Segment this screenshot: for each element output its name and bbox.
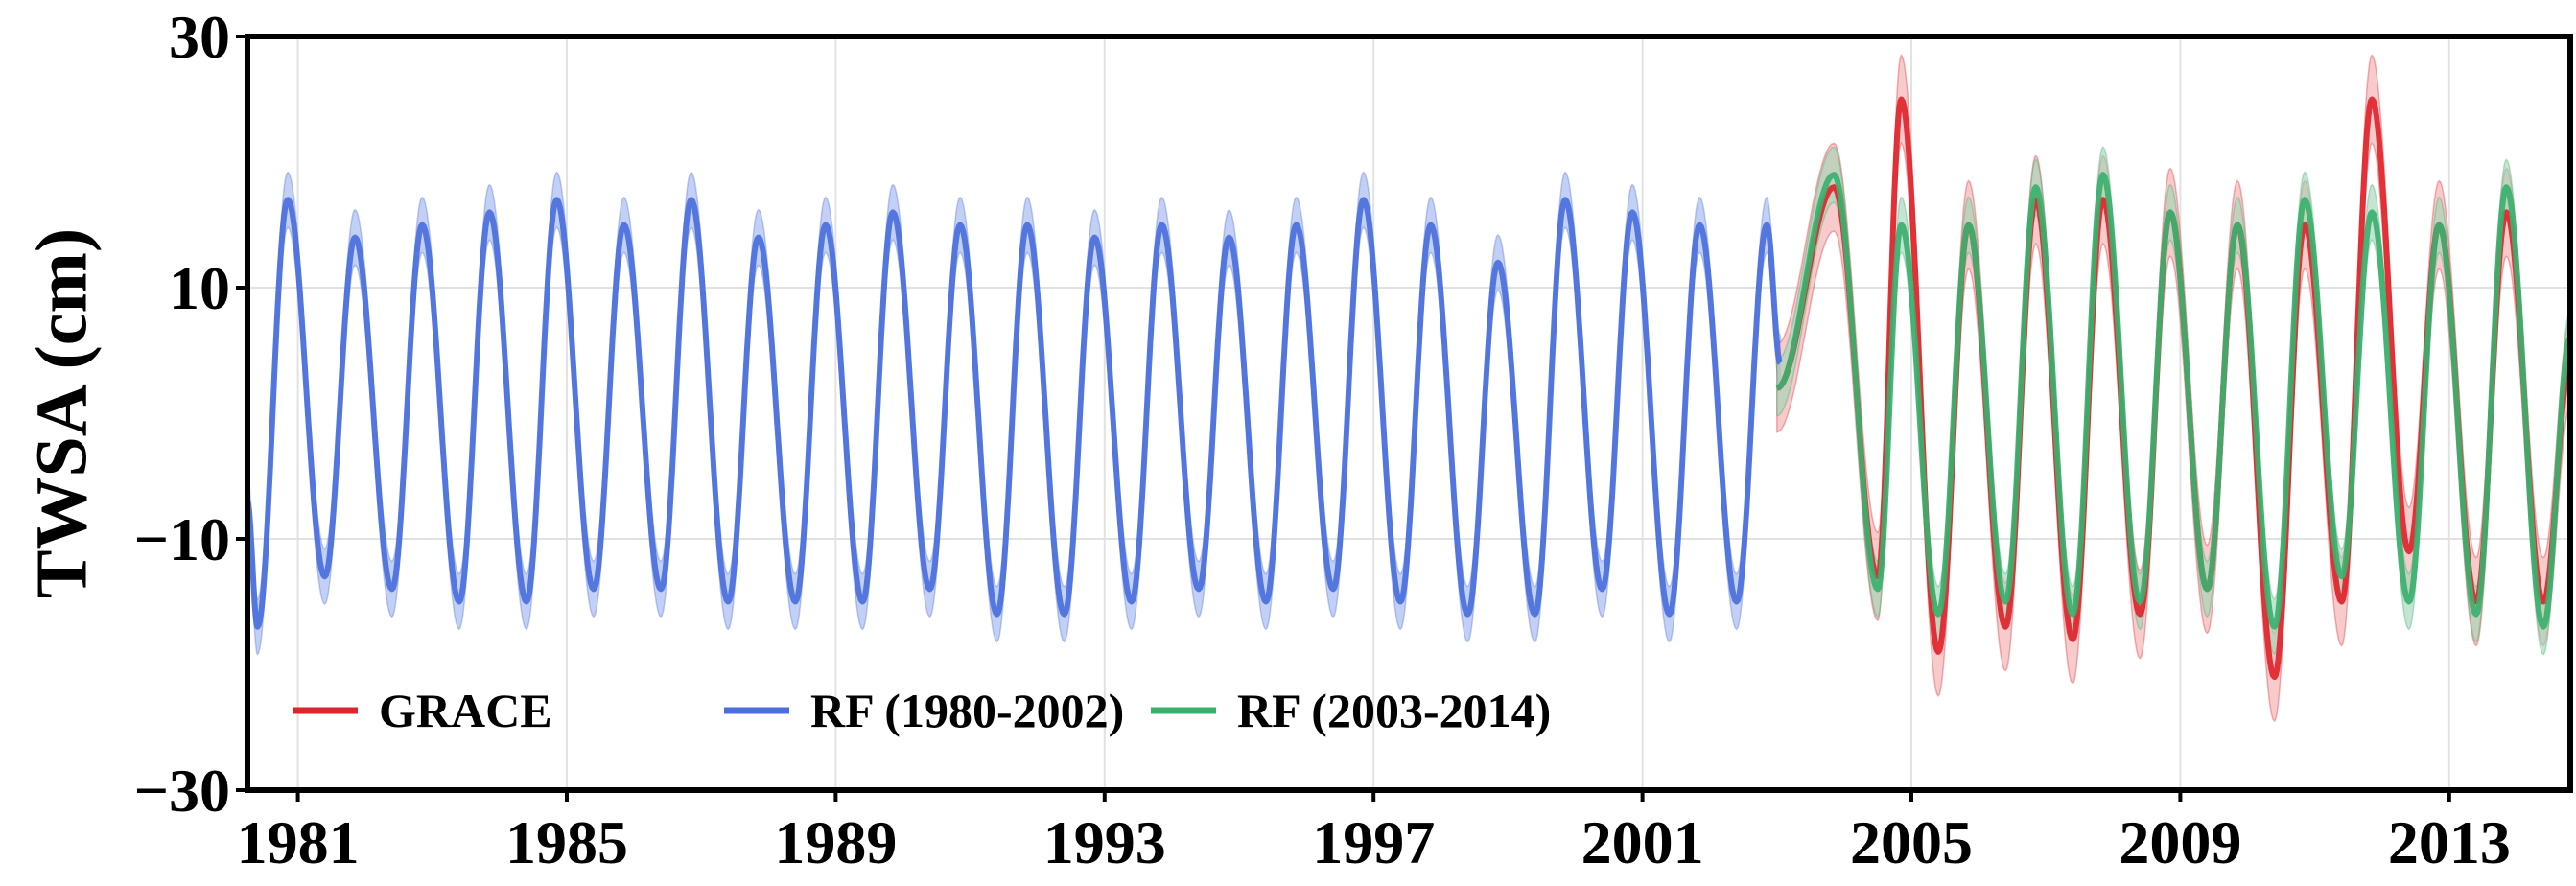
legend-label: RF (2003-2014) <box>1237 684 1551 737</box>
legend: GRACE RF (1980-2002) RF (2003-2014) <box>293 684 1551 737</box>
x-tick-label: 1993 <box>1043 808 1166 876</box>
y-tick-label: −30 <box>134 757 230 825</box>
x-tick-label: 1985 <box>505 808 628 876</box>
x-tick-label: 1981 <box>237 808 360 876</box>
plot-frame <box>245 34 2573 793</box>
y-tick-label: −10 <box>134 505 230 573</box>
x-tick-label: 2005 <box>1850 808 1973 876</box>
series-line <box>1775 172 2573 630</box>
series-line <box>245 197 1783 630</box>
y-tick-label: 30 <box>169 3 230 71</box>
y-tick-label: 10 <box>169 254 230 322</box>
y-axis-title: TWSA (cm) <box>21 228 102 598</box>
axis-ticks: 1981 1985 1989 1993 1997 2001 2005 2009 2013 −30 −… <box>134 3 2511 876</box>
x-tick-label: 2013 <box>2388 808 2511 876</box>
x-tick-label: 1997 <box>1312 808 1435 876</box>
series-lines <box>245 96 2573 681</box>
x-tick-label: 2001 <box>1581 808 1704 876</box>
x-tick-label: 2009 <box>2119 808 2241 876</box>
legend-label: GRACE <box>379 684 552 737</box>
legend-label: RF (1980-2002) <box>810 684 1124 737</box>
x-tick-label: 1989 <box>774 808 897 876</box>
